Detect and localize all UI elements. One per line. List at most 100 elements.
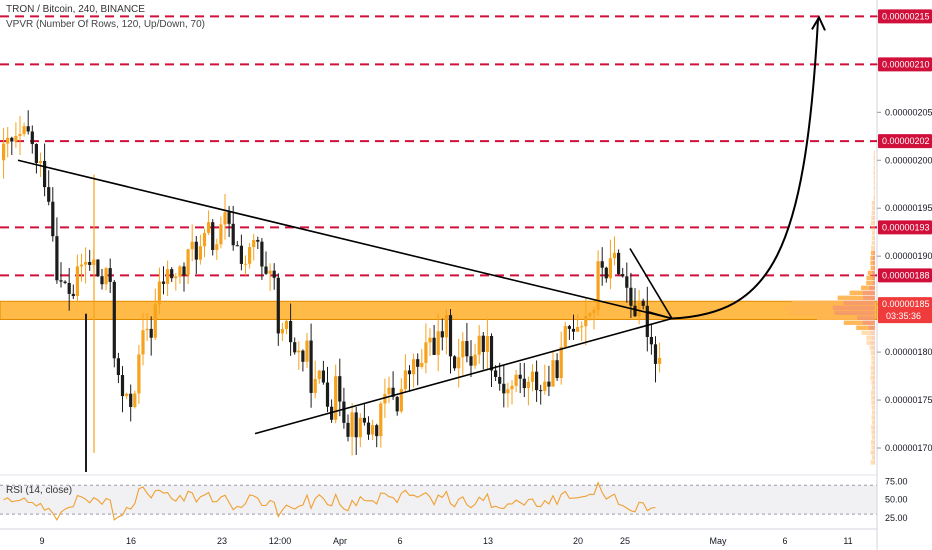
vpvr-bar-down: [874, 175, 875, 181]
resistance-badge-label: 0.00000202: [882, 136, 930, 146]
candle-body: [588, 313, 592, 317]
vpvr-bar-down: [871, 270, 875, 276]
vpvr-bar-down: [873, 415, 875, 420]
vpvr-bar-down: [872, 255, 875, 261]
candle-body: [96, 259, 100, 277]
candle-body: [129, 393, 133, 407]
candle-body: [645, 305, 649, 337]
candle-body: [477, 335, 481, 355]
projection-arrow[interactable]: [671, 19, 819, 320]
candle-body: [514, 374, 518, 386]
candle-body: [465, 341, 469, 357]
candle-body: [182, 266, 186, 276]
candle-body: [424, 342, 428, 363]
candle-body: [612, 252, 617, 259]
candle-body: [166, 269, 170, 284]
vpvr-bar-up: [870, 460, 874, 465]
vpvr-bar-down: [873, 245, 875, 251]
candle-body: [125, 393, 129, 397]
vpvr-bar-down: [873, 390, 875, 395]
vpvr-bar-down: [870, 330, 875, 335]
candle-body: [211, 222, 215, 250]
candle-body: [461, 341, 465, 358]
triangle-upper-trendline[interactable]: [17, 159, 673, 320]
candle-body: [608, 258, 612, 279]
candle-body: [243, 263, 248, 265]
candle-body: [420, 362, 424, 367]
projection-arrow-head: [811, 15, 826, 31]
triangle-lower-trendline[interactable]: [254, 317, 673, 435]
vpvr-bar-down: [862, 290, 875, 296]
candle-body: [63, 281, 67, 283]
candle-body: [84, 262, 88, 265]
vpvr-bar-down: [872, 375, 875, 380]
x-tick-label: Apr: [333, 536, 347, 546]
candle-body: [264, 266, 268, 274]
candle-body: [22, 126, 26, 135]
vpvr-bar-up: [870, 450, 873, 455]
candle-body: [453, 356, 457, 369]
symbol-title: TRON / Bitcoin, 240, BINANCE: [6, 4, 145, 15]
candle-body: [494, 370, 498, 377]
vpvr-bar-up: [873, 180, 875, 186]
candle-body: [198, 246, 202, 260]
resistance-badge-label: 0.00000210: [882, 59, 930, 69]
candle-body: [567, 326, 571, 329]
vpvr-bar-down: [873, 430, 875, 435]
candle-body: [317, 370, 321, 379]
candle-body: [506, 389, 510, 394]
vpvr-bar-up: [870, 250, 874, 256]
candle-body: [55, 236, 59, 281]
vpvr-bar-down: [834, 310, 875, 315]
vpvr-bar-down: [872, 345, 875, 350]
candle-body: [272, 270, 276, 278]
candle-body: [120, 375, 125, 397]
candle-body: [75, 266, 79, 297]
vpvr-bar-up: [871, 235, 875, 241]
candle-body: [186, 249, 190, 276]
candle-body: [379, 403, 383, 437]
vpvr-bar-up: [870, 220, 873, 226]
vpvr-bar-up: [871, 415, 874, 420]
vpvr-bar-down: [874, 170, 875, 176]
x-tick-label: 12:00: [269, 536, 292, 546]
candle-body: [436, 331, 440, 355]
vpvr-bar-down: [874, 180, 875, 186]
vpvr-bar-up: [870, 375, 873, 380]
vpvr-bar-up: [861, 330, 871, 335]
candle-body: [563, 326, 567, 347]
rsi-line: [3, 481, 656, 522]
vpvr-bar-up: [871, 430, 874, 435]
x-tick-label: 23: [217, 536, 227, 546]
candle-body: [248, 247, 252, 264]
candle-body: [47, 187, 51, 202]
candle-body: [387, 387, 391, 394]
candle-body: [658, 357, 662, 364]
candle-body: [571, 328, 576, 332]
candle-body: [43, 160, 47, 188]
candle-body: [617, 252, 621, 275]
candle-body: [284, 321, 289, 329]
resistance-badge-label: 0.00000193: [882, 222, 930, 232]
candle-body: [649, 336, 653, 345]
candle-body: [498, 376, 502, 384]
candle-body: [223, 212, 227, 225]
candle-body: [350, 412, 354, 437]
candle-body: [174, 276, 178, 279]
vpvr-bar-up: [871, 240, 874, 246]
candle-body: [293, 342, 297, 353]
candle-body: [375, 425, 379, 437]
vpvr-bar-up: [861, 285, 869, 291]
small-triangle-lower[interactable]: [647, 311, 673, 320]
vpvr-bar-up: [870, 365, 873, 370]
vpvr-bar-down: [872, 450, 875, 455]
candle-body: [621, 274, 625, 277]
candle-body: [604, 267, 608, 279]
vpvr-bar-down: [871, 335, 875, 340]
candle-body: [100, 276, 104, 285]
candle-body: [202, 232, 207, 247]
candle-body: [625, 276, 629, 288]
indicator-legend: VPVR (Number Of Rows, 120, Up/Down, 70): [6, 19, 205, 30]
small-triangle-upper[interactable]: [629, 248, 673, 319]
